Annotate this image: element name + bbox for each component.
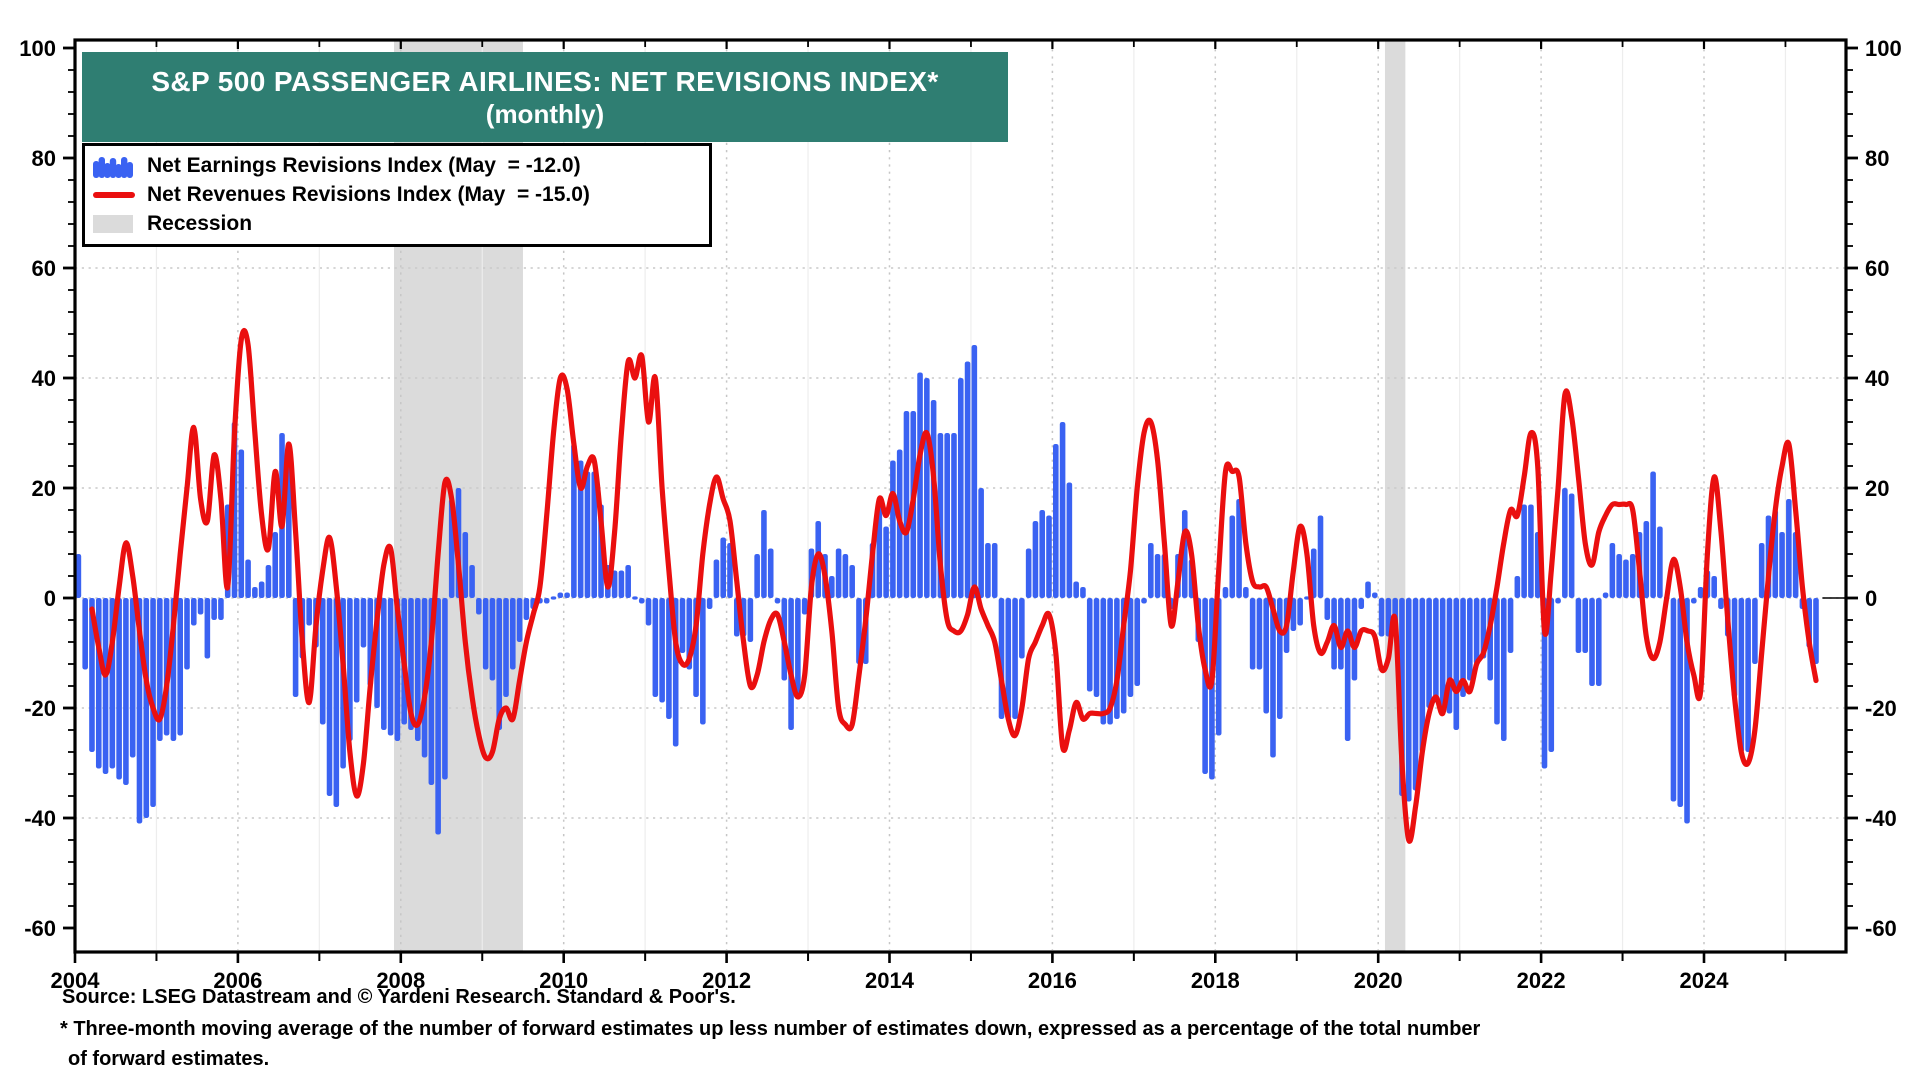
svg-text:20: 20 <box>1865 476 1889 501</box>
svg-text:100: 100 <box>1865 36 1902 61</box>
x-axis-ticks: 2004 2006 2008 2010 2012 2014 2016 2018 2020 2022… <box>51 40 1787 993</box>
bar-series-icon <box>93 154 137 178</box>
legend-label-recession: Recession <box>147 211 253 235</box>
legend-label-revenues: Net Revenues Revisions Index (May = -15.… <box>147 182 590 206</box>
svg-text:2012: 2012 <box>702 968 751 993</box>
svg-text:-40: -40 <box>24 806 56 831</box>
svg-text:40: 40 <box>1865 366 1889 391</box>
legend-item-earnings: Net Earnings Revisions Index (May = -12.… <box>93 151 699 180</box>
svg-text:2014: 2014 <box>865 968 915 993</box>
legend-item-revenues: Net Revenues Revisions Index (May = -15.… <box>93 180 699 209</box>
svg-text:80: 80 <box>1865 146 1889 171</box>
svg-text:100: 100 <box>19 36 56 61</box>
svg-text:80: 80 <box>32 146 56 171</box>
recession-icon <box>93 214 137 234</box>
line-series-icon <box>93 190 137 200</box>
svg-text:2018: 2018 <box>1191 968 1240 993</box>
svg-text:20: 20 <box>32 476 56 501</box>
asterisk-note-line2: of forward estimates. <box>68 1048 270 1070</box>
svg-text:0: 0 <box>1865 586 1877 611</box>
page-title: S&P 500 PASSENGER AIRLINES: NET REVISION… <box>151 65 939 97</box>
svg-text:-60: -60 <box>24 916 56 941</box>
svg-text:2006: 2006 <box>213 968 262 993</box>
svg-text:-60: -60 <box>1865 916 1897 941</box>
svg-text:0: 0 <box>44 586 56 611</box>
asterisk-note-line1: * Three-month moving average of the numb… <box>60 1018 1481 1040</box>
source-note: Source: LSEG Datastream and © Yardeni Re… <box>62 986 736 1008</box>
page-subtitle: (monthly) <box>485 98 605 129</box>
svg-text:2022: 2022 <box>1517 968 1566 993</box>
legend-label-earnings: Net Earnings Revisions Index (May = -12.… <box>147 153 581 177</box>
svg-text:2010: 2010 <box>539 968 588 993</box>
plot-frame <box>73 38 1848 954</box>
svg-text:60: 60 <box>1865 256 1889 281</box>
svg-text:2016: 2016 <box>1028 968 1077 993</box>
svg-text:2020: 2020 <box>1354 968 1403 993</box>
svg-text:2008: 2008 <box>376 968 425 993</box>
svg-text:2024: 2024 <box>1680 968 1730 993</box>
svg-text:-20: -20 <box>1865 696 1897 721</box>
svg-text:60: 60 <box>32 256 56 281</box>
legend-box: Net Earnings Revisions Index (May = -12.… <box>82 143 712 247</box>
svg-text:2004: 2004 <box>51 968 101 993</box>
title-banner: S&P 500 PASSENGER AIRLINES: NET REVISION… <box>82 52 1008 142</box>
legend-item-recession: Recession <box>93 209 699 238</box>
svg-text:-20: -20 <box>24 696 56 721</box>
y-axis-ticks: -60 -60 -40 -40 -20 -20 0 0 20 20 40 40 60 60 80 80 100 1… <box>19 36 1901 941</box>
svg-text:40: 40 <box>32 366 56 391</box>
revenues-line <box>89 328 1819 844</box>
svg-text:-40: -40 <box>1865 806 1897 831</box>
